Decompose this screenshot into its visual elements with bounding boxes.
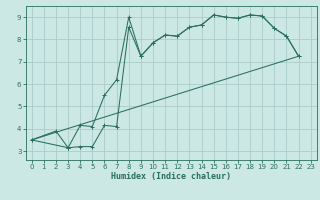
X-axis label: Humidex (Indice chaleur): Humidex (Indice chaleur) — [111, 172, 231, 181]
